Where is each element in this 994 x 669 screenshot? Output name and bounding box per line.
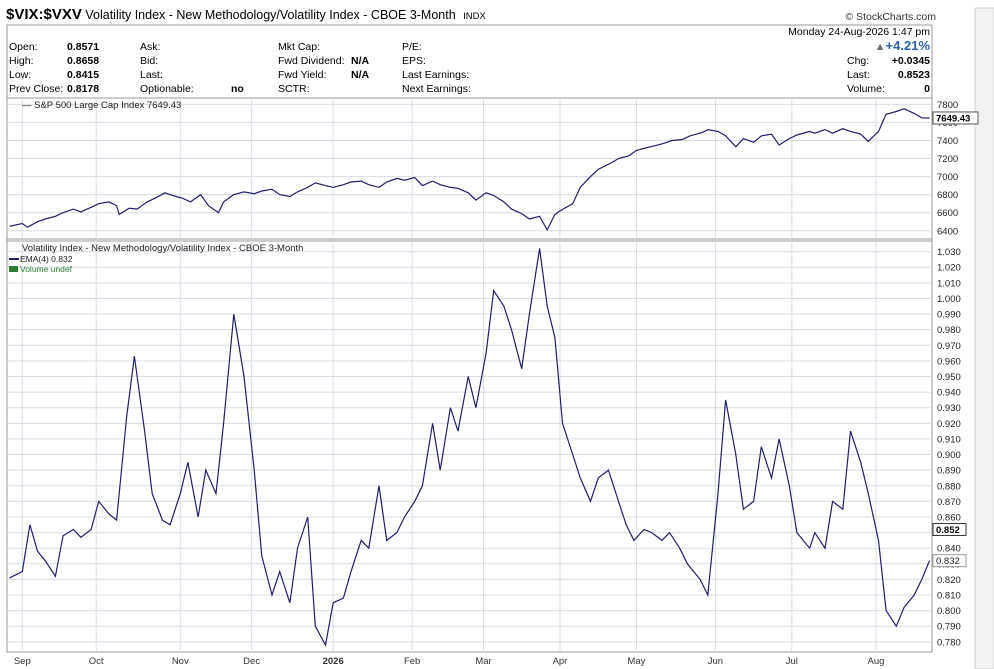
x-tick-label: Sep [14, 656, 31, 667]
ratio-y-tick-label: 0.780 [937, 637, 961, 648]
x-tick-label: Jul [786, 656, 798, 667]
ratio-y-tick-label: 0.840 [937, 544, 961, 555]
low-label: Low: [9, 69, 32, 81]
ratio-y-tick-label: 0.820 [937, 575, 961, 586]
brand-label[interactable]: © StockCharts.com [845, 11, 936, 23]
ratio-y-tick-label: 1.010 [937, 278, 961, 289]
index-name: Volatility Index - New Methodology/Volat… [85, 8, 456, 22]
spx-last-box [932, 111, 979, 125]
ratio-y-tick-label: 0.990 [937, 310, 961, 321]
spx-y-tick-label: 7400 [937, 136, 958, 147]
open-value: 0.8571 [67, 41, 100, 53]
last-earnings-label: Last Earnings: [402, 69, 470, 81]
spx-legend: — S&P 500 Large Cap Index 7649.43 [22, 100, 181, 111]
symbol-label: $VIX:$VXV [6, 6, 82, 23]
eps-label: EPS: [402, 55, 426, 67]
ratio-y-tick-label: 0.860 [937, 512, 961, 523]
ratio-y-tick-label: 0.810 [937, 591, 961, 602]
ratio-y-tick-label: 0.970 [937, 341, 961, 352]
x-tick-label: Jun [708, 656, 723, 667]
volume-label: Volume: [847, 83, 885, 95]
mkt-cap-label: Mkt Cap: [278, 41, 321, 53]
ratio-y-tick-label: 0.920 [937, 419, 961, 430]
ratio-y-tick-label: 0.910 [937, 434, 961, 445]
spx-y-tick-label: 6400 [937, 226, 958, 237]
chart-frame [6, 24, 933, 653]
x-tick-label: Aug [867, 656, 884, 667]
timestamp: Monday 24-Aug-2026 1:47 pm [788, 26, 930, 38]
optionable-value: no [231, 83, 244, 95]
sctr-label: SCTR: [278, 83, 310, 95]
ratio-legend: Volatility Index - New Methodology/Volat… [22, 243, 303, 254]
ema-last-label: 0.832 [936, 556, 960, 567]
ratio-y-tick-label: 0.870 [937, 497, 961, 508]
volume-legend: Volume undef [20, 264, 73, 274]
ratio-y-tick-label: 0.960 [937, 356, 961, 367]
fwd-yield-value: N/A [351, 69, 370, 81]
exchange-label: INDX [463, 11, 486, 22]
x-tick-label: 2026 [323, 656, 344, 667]
x-tick-label: Oct [89, 656, 104, 667]
spx-last-label: 7649.43 [936, 113, 970, 124]
ratio-last-label: 0.852 [936, 525, 960, 536]
ratio-y-tick-label: 0.790 [937, 622, 961, 633]
pct-change: +4.21% [885, 38, 930, 53]
ema-legend: EMA(4) 0.832 [20, 254, 73, 264]
chg-value: +0.0345 [891, 55, 930, 67]
x-tick-label: Dec [243, 656, 260, 667]
open-label: Open: [9, 41, 38, 53]
x-tick-label: May [627, 656, 645, 667]
chart-title: $VIX:$VXV Volatility Index - New Methodo… [6, 6, 486, 23]
low-value: 0.8415 [67, 69, 100, 81]
ratio-y-tick-label: 1.030 [937, 247, 961, 258]
prev-close-value: 0.8178 [67, 83, 100, 95]
ema-last-box [932, 554, 967, 568]
optionable-label: Optionable: [140, 83, 194, 95]
ratio-y-tick-label: 0.890 [937, 466, 961, 477]
ask-label: Ask: [140, 41, 161, 53]
ratio-y-tick-label: 0.980 [937, 325, 961, 336]
fwd-dividend-label: Fwd Dividend: [278, 55, 345, 67]
high-value: 0.8658 [67, 55, 100, 67]
volume-legend-swatch [9, 266, 18, 272]
ratio-y-tick-label: 0.900 [937, 450, 961, 461]
chg-label: Chg: [847, 55, 870, 67]
spx-y-tick-label: 6800 [937, 190, 958, 201]
ratio-y-tick-label: 0.930 [937, 403, 961, 414]
ratio-y-tick-label: 0.800 [937, 606, 961, 617]
prev-close-label: Prev Close: [9, 83, 64, 95]
next-earnings-label: Next Earnings: [402, 83, 471, 95]
ratio-y-tick-label: 0.940 [937, 388, 961, 399]
last-label: Last: [140, 69, 163, 81]
volume-value: 0 [924, 83, 930, 95]
x-tick-label: Mar [475, 656, 491, 667]
ratio-y-tick-label: 1.020 [937, 263, 961, 274]
spx-series-line [9, 108, 930, 232]
x-tick-label: Feb [404, 656, 420, 667]
spx-y-tick-label: 7200 [937, 154, 958, 165]
x-tick-label: Nov [172, 656, 189, 667]
spx-y-tick-label: 7000 [937, 172, 958, 183]
last-price-label: Last: [847, 69, 870, 81]
scrollbar-track[interactable] [974, 7, 994, 669]
last-price-value: 0.8523 [897, 69, 930, 81]
pe-label: P/E: [402, 41, 422, 53]
ratio-y-tick-label: 0.950 [937, 372, 961, 383]
x-tick-label: Apr [553, 656, 568, 667]
ratio-last-box [932, 522, 967, 536]
ratio-y-tick-label: 0.880 [937, 481, 961, 492]
high-label: High: [9, 55, 34, 67]
bid-label: Bid: [140, 55, 159, 67]
up-triangle-icon: ▲ [874, 41, 886, 53]
ratio-y-tick-label: 1.000 [937, 294, 961, 305]
stats-panel: Open: 0.8571 High: 0.8658 Low: 0.8415 Pr… [7, 26, 932, 96]
fwd-dividend-value: N/A [351, 55, 370, 67]
spx-y-tick-label: 6600 [937, 208, 958, 219]
spx-y-tick-label: 7800 [937, 100, 958, 111]
fwd-yield-label: Fwd Yield: [278, 69, 327, 81]
ratio-series-line [9, 248, 931, 647]
